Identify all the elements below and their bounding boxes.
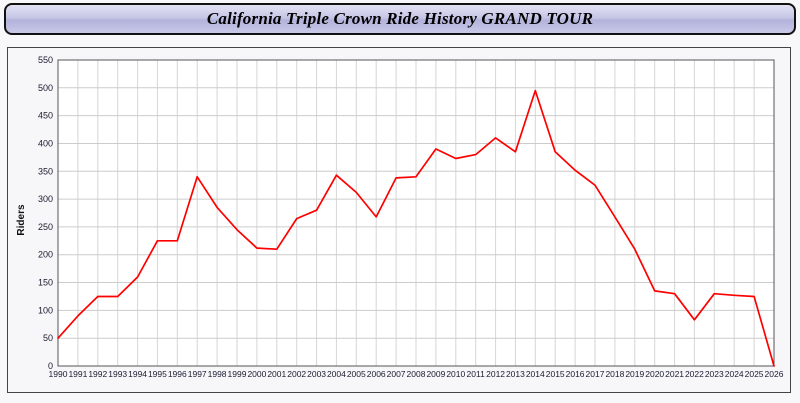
svg-text:2000: 2000 [247, 369, 266, 379]
svg-text:300: 300 [38, 194, 53, 204]
svg-text:2019: 2019 [625, 369, 644, 379]
svg-text:1996: 1996 [168, 369, 187, 379]
svg-text:350: 350 [38, 166, 53, 176]
chart-title: California Triple Crown Ride History GRA… [206, 9, 594, 28]
svg-text:2015: 2015 [546, 369, 565, 379]
svg-text:450: 450 [38, 111, 53, 121]
svg-text:2013: 2013 [506, 369, 525, 379]
svg-text:2006: 2006 [367, 369, 386, 379]
svg-text:100: 100 [38, 305, 53, 315]
svg-text:2008: 2008 [407, 369, 426, 379]
svg-text:2007: 2007 [387, 369, 406, 379]
svg-text:2017: 2017 [586, 369, 605, 379]
svg-text:2004: 2004 [327, 369, 346, 379]
svg-text:2001: 2001 [267, 369, 286, 379]
svg-text:2016: 2016 [566, 369, 585, 379]
chart-panel: Riders 1990 1991 1992 1993 1994 1995 1996 1997 1… [7, 47, 791, 393]
svg-text:2025: 2025 [745, 369, 764, 379]
svg-text:1991: 1991 [68, 369, 87, 379]
svg-text:2014: 2014 [526, 369, 545, 379]
svg-text:1990: 1990 [49, 369, 68, 379]
svg-text:1994: 1994 [128, 369, 147, 379]
svg-text:2023: 2023 [705, 369, 724, 379]
svg-text:2012: 2012 [486, 369, 505, 379]
svg-text:1995: 1995 [148, 369, 167, 379]
svg-text:400: 400 [38, 139, 53, 149]
svg-text:50: 50 [43, 333, 53, 343]
svg-text:2022: 2022 [685, 369, 704, 379]
svg-text:200: 200 [38, 250, 53, 260]
svg-text:2026: 2026 [765, 369, 784, 379]
svg-text:500: 500 [38, 83, 53, 93]
svg-text:1993: 1993 [108, 369, 127, 379]
svg-text:1992: 1992 [88, 369, 107, 379]
svg-text:2003: 2003 [307, 369, 326, 379]
svg-text:2018: 2018 [605, 369, 624, 379]
svg-text:0: 0 [48, 361, 53, 371]
svg-text:550: 550 [38, 55, 53, 65]
svg-text:2009: 2009 [426, 369, 445, 379]
svg-text:2024: 2024 [725, 369, 744, 379]
svg-text:2005: 2005 [347, 369, 366, 379]
svg-text:2011: 2011 [467, 369, 486, 379]
svg-text:1997: 1997 [188, 369, 207, 379]
chart-title-bar: California Triple Crown Ride History GRA… [4, 3, 796, 35]
svg-text:250: 250 [38, 222, 53, 232]
svg-text:2010: 2010 [446, 369, 465, 379]
chart-canvas: 1990 1991 1992 1993 1994 1995 1996 1997 1998 1999… [38, 55, 784, 379]
svg-text:2021: 2021 [665, 369, 684, 379]
y-axis-label: Riders [16, 204, 28, 236]
svg-text:150: 150 [38, 278, 53, 288]
svg-text:2002: 2002 [287, 369, 306, 379]
svg-text:1999: 1999 [228, 369, 247, 379]
svg-text:1998: 1998 [208, 369, 227, 379]
svg-text:2020: 2020 [645, 369, 664, 379]
